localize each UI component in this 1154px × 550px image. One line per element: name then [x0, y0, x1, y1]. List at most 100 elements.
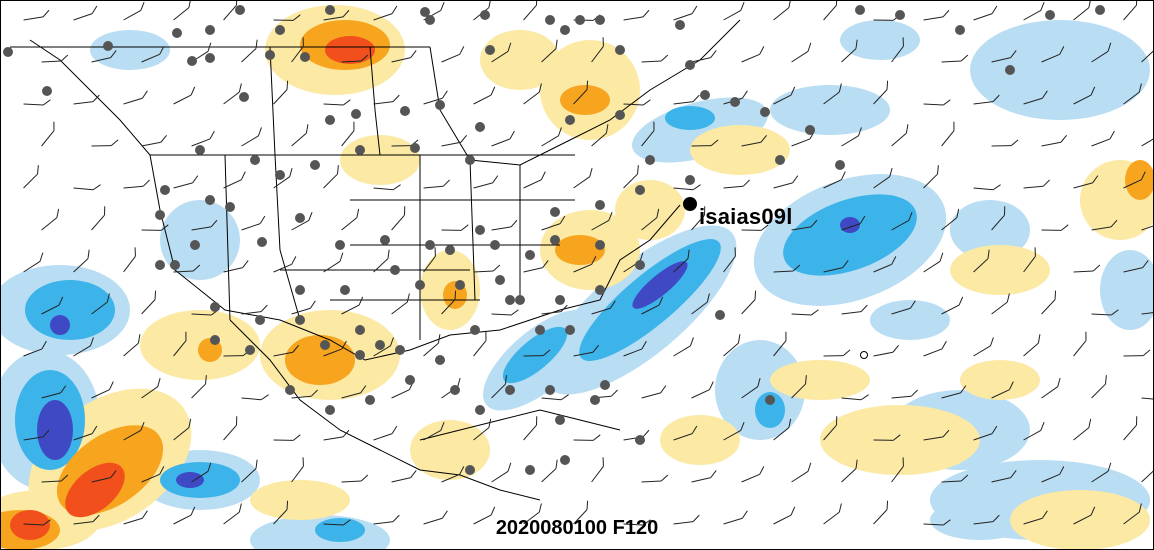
wind-barb-shaft	[541, 468, 557, 483]
station-dot	[595, 240, 605, 250]
station-dot	[265, 50, 275, 60]
boundary-line	[429, 19, 741, 166]
wind-barb	[273, 167, 293, 189]
wind-barb-flag	[991, 5, 998, 14]
wind-barb-shaft	[191, 138, 211, 147]
wind-barb-shaft	[41, 217, 58, 231]
wind-barb-shaft	[623, 523, 644, 526]
wind-barb	[791, 375, 807, 399]
wind-barb	[73, 184, 101, 191]
wind-barb-shaft	[773, 7, 790, 21]
wind-barb-shaft	[891, 45, 904, 63]
wind-barb	[291, 211, 313, 231]
wind-barb	[523, 260, 549, 273]
wind-barb-shaft	[173, 270, 194, 273]
wind-barb-flag	[838, 83, 842, 93]
station-dot	[685, 60, 695, 70]
wind-barb-flag	[538, 503, 542, 513]
wind-barb-flag	[610, 389, 618, 397]
wind-barb-flag	[836, 0, 838, 6]
station-dot	[210, 302, 220, 312]
wind-barb-flag	[942, 519, 951, 526]
wind-barb-flag	[42, 99, 51, 106]
wind-barb-shaft	[1123, 355, 1144, 357]
station-dot	[685, 175, 695, 185]
wind-barb-flag	[639, 252, 644, 262]
wind-barb-flag	[1110, 309, 1119, 316]
wind-barb	[341, 208, 360, 231]
wind-barb-shaft	[223, 179, 242, 189]
wind-barb	[841, 459, 858, 483]
wind-barb-shaft	[473, 270, 494, 273]
wind-barb-flag	[137, 334, 141, 344]
wind-barb	[1091, 42, 1112, 63]
wind-barb	[273, 14, 301, 21]
positive-anomaly-mid-area	[1125, 160, 1154, 200]
wind-barb-shaft	[323, 173, 338, 189]
wind-barb-flag	[387, 249, 390, 259]
wind-barb-flag	[488, 418, 492, 428]
wind-barb-flag	[790, 506, 796, 516]
wind-barb	[791, 462, 812, 483]
wind-barb	[691, 206, 706, 231]
station-dot	[300, 52, 310, 62]
wind-barb-flag	[1010, 139, 1019, 147]
wind-barb-shaft	[873, 351, 894, 357]
wind-barb-shaft	[973, 101, 994, 105]
wind-barb	[841, 215, 866, 231]
wind-barb-flag	[1041, 90, 1048, 99]
wind-barb-shaft	[641, 480, 662, 483]
wind-barb	[923, 340, 947, 357]
wind-barb-shaft	[523, 424, 537, 441]
wind-barb-shaft	[491, 226, 512, 231]
station-dot	[525, 465, 535, 475]
wind-barb-shaft	[1041, 53, 1060, 63]
wind-barb-flag	[510, 309, 519, 316]
wind-barb	[291, 389, 318, 399]
wind-barb	[391, 50, 417, 63]
negative-anomaly-strong-area	[50, 315, 70, 335]
station-dot	[475, 225, 485, 235]
wind-barb-shaft	[223, 267, 243, 273]
wind-barb-flag	[942, 99, 951, 106]
wind-barb-shaft	[123, 342, 139, 357]
station-dot	[675, 20, 685, 30]
wind-barb	[491, 375, 507, 399]
wind-barb-flag	[960, 54, 969, 62]
wind-barb-flag	[190, 86, 196, 96]
station-dot	[335, 240, 345, 250]
station-dot	[645, 155, 655, 165]
wind-barb	[773, 264, 801, 273]
wind-barb-flag	[292, 14, 301, 21]
wind-barb-flag	[353, 121, 355, 131]
wind-barb	[1141, 397, 1154, 401]
wind-barb	[841, 394, 869, 401]
wind-barb-flag	[310, 389, 318, 397]
wind-barb-flag	[236, 0, 238, 6]
wind-barb	[473, 506, 496, 525]
wind-barb-shaft	[673, 258, 689, 273]
wind-barb	[723, 334, 741, 357]
wind-barb-shaft	[641, 392, 661, 399]
wind-barb-shaft	[773, 340, 787, 357]
wind-barb-shaft	[373, 187, 394, 191]
wind-barb-shaft	[223, 511, 240, 525]
small-open-circle-marker	[860, 351, 868, 359]
station-dot	[225, 202, 235, 212]
wind-barb-shaft	[323, 260, 341, 273]
wind-barb-shaft	[341, 480, 362, 483]
wind-barb-shaft	[1073, 427, 1090, 441]
wind-barb	[873, 256, 897, 273]
wind-barb-flag	[192, 264, 201, 272]
wind-barb	[423, 247, 436, 273]
station-dot	[325, 405, 335, 415]
station-dot	[172, 28, 182, 38]
wind-barb-flag	[255, 459, 258, 469]
wind-barb-flag	[642, 99, 651, 106]
wind-barb-flag	[842, 349, 851, 357]
wind-barb	[173, 86, 196, 105]
negative-anomaly-light-area	[160, 200, 240, 280]
wind-barb-flag	[706, 293, 710, 303]
wind-barb-flag	[441, 510, 448, 519]
wind-barb	[291, 300, 316, 315]
